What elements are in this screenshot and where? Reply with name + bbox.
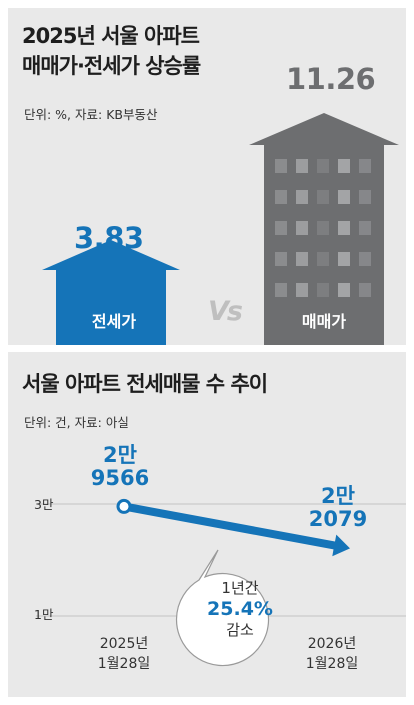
x-tick-2025-year: 2025년	[99, 636, 149, 652]
y-tick-label-1man: 1만	[34, 607, 54, 622]
building-window	[338, 159, 350, 173]
building-window	[317, 190, 329, 204]
category-label-jeonse: 전세가	[91, 312, 137, 331]
building-window	[296, 221, 308, 235]
building-window	[275, 159, 287, 173]
building-window	[359, 159, 371, 173]
rate-chart-svg	[42, 113, 399, 345]
listing-chart-title: 서울 아파트 전세매물 수 추이	[22, 372, 268, 396]
building-window	[338, 283, 350, 297]
x-tick-label-2025: 2025년 1월28일	[86, 634, 162, 674]
building-window	[275, 221, 287, 235]
rate-chart-title-line2: 매매가·전세가 상승률	[22, 54, 201, 78]
building-window	[317, 221, 329, 235]
y-tick-label-3man: 3만	[34, 497, 54, 512]
building-window	[359, 283, 371, 297]
building-window	[275, 252, 287, 266]
value-label-maemae: 11.26	[286, 62, 376, 96]
building-window	[296, 283, 308, 297]
point-label-2026-line1: 2만	[321, 484, 355, 508]
building-window	[359, 221, 371, 235]
value-label-jeonse: 3.83	[74, 221, 144, 255]
rate-chart-title-line1: 2025년 서울 아파트	[22, 24, 200, 48]
bar-jeonse	[42, 240, 180, 345]
point-label-2026-line2: 2079	[308, 507, 368, 531]
x-tick-2026-date: 1월28일	[305, 656, 359, 672]
building-window	[359, 190, 371, 204]
x-tick-2026-year: 2026년	[307, 636, 357, 652]
category-label-maemae: 매매가	[301, 312, 347, 331]
annotation-bubble	[175, 549, 270, 667]
building-window	[338, 190, 350, 204]
annotation-line3: 감소	[226, 621, 254, 639]
building-windows	[275, 159, 371, 297]
building-window	[338, 252, 350, 266]
annotation-line1: 1년간	[221, 579, 259, 597]
point-label-2026: 2만 2079	[300, 485, 376, 531]
annotation-percent: 25.4%	[207, 598, 273, 620]
point-label-2025-line2: 9566	[90, 466, 150, 490]
rate-chart-unit-note: 단위: %, 자료: KB부동산	[24, 107, 158, 122]
series-line-arrow	[123, 502, 350, 557]
vs-separator: Vs	[208, 296, 243, 327]
building-window	[317, 159, 329, 173]
point-label-2025-line1: 2만	[103, 443, 137, 467]
listing-chart-unit-note: 단위: 건, 자료: 아실	[24, 415, 129, 430]
building-window	[275, 190, 287, 204]
building-window	[317, 252, 329, 266]
x-tick-2025-date: 1월28일	[97, 656, 151, 672]
listing-chart-svg	[36, 498, 406, 667]
x-tick-label-2026: 2026년 1월28일	[294, 634, 370, 674]
listing-chart-panel: 서울 아파트 전세매물 수 추이 단위: 건, 자료: 아실 3만 1만 2만 …	[8, 352, 406, 697]
building-window	[359, 252, 371, 266]
building-window	[296, 252, 308, 266]
building-window	[317, 283, 329, 297]
data-point-2025	[116, 498, 132, 514]
point-label-2025: 2만 9566	[86, 444, 154, 490]
building-window	[296, 190, 308, 204]
rate-chart-panel: 2025년 서울 아파트 매매가·전세가 상승률 단위: %, 자료: KB부동…	[8, 8, 406, 345]
building-window	[338, 221, 350, 235]
annotation-text: 1년간 25.4% 감소	[195, 578, 285, 641]
building-window	[275, 283, 287, 297]
building-window	[296, 159, 308, 173]
